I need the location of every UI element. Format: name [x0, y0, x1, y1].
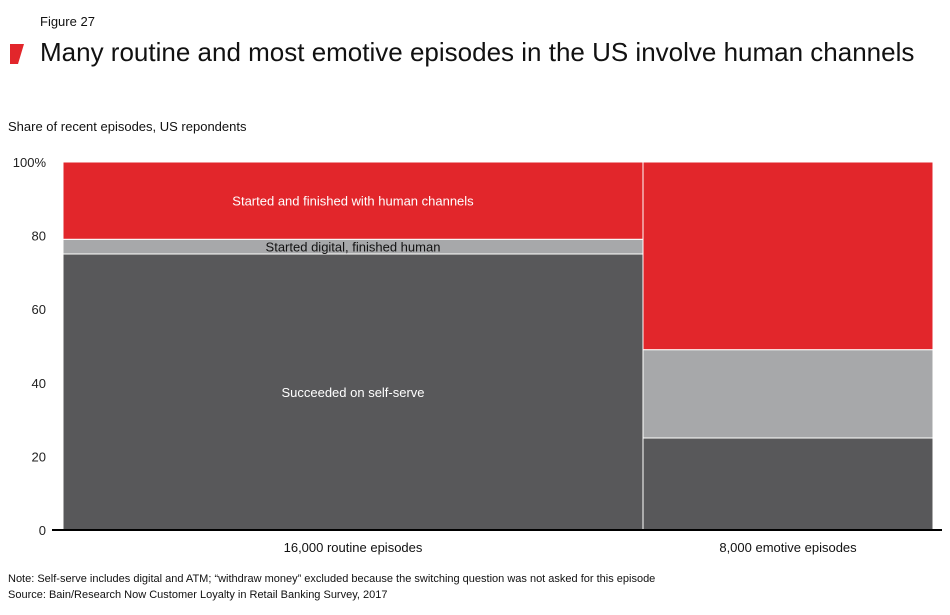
segment-label: Started and finished with human channels	[232, 194, 474, 209]
chart-title: Many routine and most emotive episodes i…	[40, 37, 915, 67]
y-tick-label: 100%	[13, 155, 47, 170]
y-tick-label: 0	[39, 523, 46, 538]
bar-segment-1-1	[642, 349, 934, 439]
segment-labels: Succeeded on self-serve Started digital, …	[232, 194, 474, 400]
segment-label: Succeeded on self-serve	[281, 385, 424, 400]
x-category-label: 16,000 routine episodes	[284, 540, 423, 555]
segment-label: Started digital, finished human	[266, 240, 441, 255]
y-axis-ticks: 0 20 40 60 80 100%	[13, 155, 47, 538]
y-tick-label: 20	[32, 449, 46, 464]
bar-segments	[62, 161, 934, 531]
y-tick-label: 80	[32, 229, 46, 244]
title-accent-icon	[10, 44, 24, 64]
chart-subtitle: Share of recent episodes, US repondents	[8, 119, 247, 134]
bar-segment-1-2	[642, 161, 934, 351]
x-axis-labels: 16,000 routine episodes 8,000 emotive epi…	[284, 540, 858, 555]
source-note: Source: Bain/Research Now Customer Loyal…	[8, 589, 388, 601]
y-tick-label: 60	[32, 302, 46, 317]
figure-label: Figure 27	[40, 14, 95, 29]
y-tick-label: 40	[32, 376, 46, 391]
bar-segment-1-0	[642, 437, 934, 531]
bar-segment-0-2	[62, 161, 644, 240]
x-category-label: 8,000 emotive episodes	[719, 540, 857, 555]
footnote: Note: Self-serve includes digital and AT…	[8, 573, 656, 585]
